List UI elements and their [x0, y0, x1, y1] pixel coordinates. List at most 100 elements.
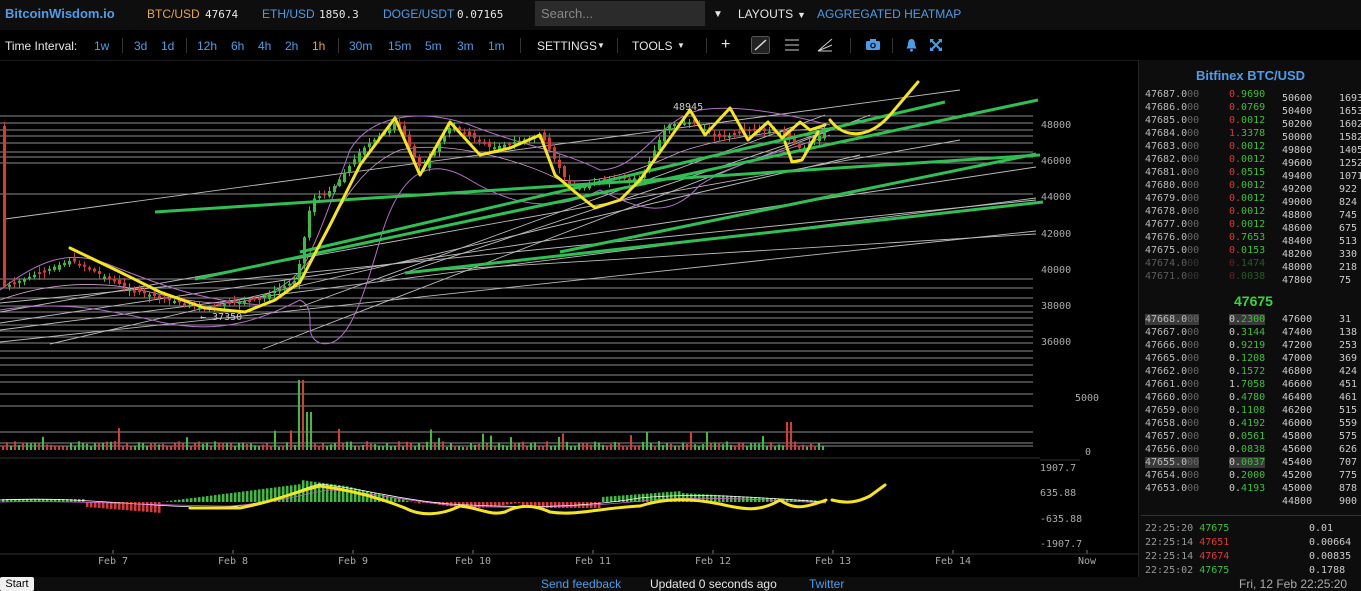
tools-menu[interactable]: TOOLS — [632, 39, 673, 53]
volume-bar — [126, 443, 128, 450]
camera-icon[interactable] — [865, 38, 881, 54]
layouts-menu[interactable]: LAYOUTS — [738, 7, 794, 21]
ticker-doge-pair[interactable]: DOGE/USDT — [383, 7, 455, 21]
volume-bar — [766, 445, 768, 450]
candle-body — [78, 263, 81, 266]
candle-body — [223, 304, 226, 307]
macd-bar — [790, 499, 793, 502]
start-button[interactable]: Start — [0, 577, 34, 591]
ask-amount: 0.0012 — [1229, 180, 1266, 191]
settings-menu[interactable]: SETTINGS — [537, 39, 598, 53]
candle-body — [403, 125, 406, 138]
ask-price: 47681.000 — [1145, 167, 1200, 178]
ask-price: 47680.000 — [1145, 180, 1200, 191]
volume-bar — [190, 446, 192, 450]
volume-bar — [746, 446, 748, 450]
bell-icon[interactable] — [905, 38, 918, 55]
fib-icon[interactable] — [785, 39, 799, 54]
crosshair-icon[interactable]: + — [721, 36, 731, 53]
volume-bar — [290, 430, 292, 450]
tools-dropdown-icon[interactable]: ▼ — [677, 41, 685, 50]
search-input[interactable] — [535, 1, 705, 26]
candle-body — [508, 143, 511, 146]
interval-15m[interactable]: 15m — [388, 39, 412, 53]
aggregated-heatmap-link[interactable]: AGGREGATED HEATMAP — [817, 7, 962, 21]
interval-12h[interactable]: 12h — [197, 39, 218, 53]
ask-price: 47671.000 — [1145, 271, 1200, 282]
macd-bar — [414, 502, 417, 503]
volume-bar — [234, 446, 236, 450]
volume-bar — [38, 442, 40, 450]
macd-bar — [250, 490, 253, 502]
send-feedback-link[interactable]: Send feedback — [541, 577, 622, 591]
volume-bar — [458, 445, 460, 450]
candle-body — [23, 278, 26, 282]
candle-body — [553, 147, 556, 159]
volume-bar — [806, 446, 808, 450]
volume-bar — [514, 442, 516, 450]
volume-bar — [430, 429, 432, 450]
search-dropdown-icon[interactable]: ▼ — [713, 9, 723, 20]
interval-3d[interactable]: 3d — [134, 39, 148, 53]
interval-30m[interactable]: 30m — [349, 39, 373, 53]
volume-bar — [42, 436, 44, 450]
volume-bar — [98, 442, 100, 450]
volume-bar — [810, 443, 812, 450]
volume-bar — [506, 445, 508, 450]
ask-depth-price: 50600 — [1282, 93, 1313, 104]
macd-bar — [30, 499, 33, 502]
gray-ray — [0, 197, 1037, 331]
volume-bar — [26, 442, 28, 450]
ticker-btc-pair[interactable]: BTC/USD — [147, 7, 200, 21]
volume-bar — [222, 442, 224, 450]
interval-2h[interactable]: 2h — [285, 39, 299, 53]
line-draw-icon[interactable] — [751, 36, 770, 57]
interval-1w[interactable]: 1w — [94, 39, 110, 53]
bid-amount: 0.1108 — [1229, 405, 1266, 416]
interval-5m[interactable]: 5m — [425, 39, 442, 53]
twitter-link[interactable]: Twitter — [809, 577, 845, 591]
candle-body — [723, 134, 726, 138]
high-annotation: 48945 — [673, 102, 703, 113]
volume-bar — [546, 441, 548, 450]
interval-3m[interactable]: 3m — [457, 39, 474, 53]
ask-price: 47683.000 — [1145, 141, 1200, 152]
volume-bar — [90, 446, 92, 450]
orderbook-title[interactable]: Bitfinex BTC/USD — [1195, 68, 1306, 83]
settings-dropdown-icon[interactable]: ▼ — [597, 41, 605, 50]
volume-bar — [450, 443, 452, 450]
bid-depth-price: 46400 — [1282, 392, 1313, 403]
layouts-dropdown-icon[interactable]: ▼ — [797, 10, 806, 20]
macd-bar — [550, 502, 553, 508]
interval-1m[interactable]: 1m — [488, 39, 505, 53]
price-chart[interactable]: 48000 46000 44000 42000 40000 38000 36000 5000 0… — [0, 60, 1138, 577]
interval-1d[interactable]: 1d — [161, 39, 175, 53]
ticker-eth-pair[interactable]: ETH/USD — [262, 7, 315, 21]
volume-bar — [86, 443, 88, 450]
volume-bar — [158, 444, 160, 450]
interval-6h[interactable]: 6h — [231, 39, 245, 53]
macd-bar — [394, 497, 397, 502]
updated-status: Updated 0 seconds ago — [650, 577, 777, 591]
ray-tool-icon[interactable] — [817, 38, 833, 55]
volume-bar — [494, 446, 496, 450]
candle-body — [463, 132, 466, 135]
trade-amount: 0.01 — [1309, 523, 1334, 534]
time-tick: Now — [1078, 556, 1097, 567]
candle-body — [313, 198, 316, 213]
volume-bar — [146, 446, 148, 450]
volume-bar — [434, 442, 436, 450]
macd-bar — [6, 499, 9, 502]
site-logo[interactable]: BitcoinWisdom.io — [5, 6, 115, 21]
interval-1h-active[interactable]: 1h — [312, 39, 326, 53]
volume-bar — [382, 446, 384, 450]
volume-bar — [34, 442, 36, 450]
interval-4h[interactable]: 4h — [258, 39, 272, 53]
trade-amount: 0.00835 — [1309, 551, 1352, 562]
fullscreen-icon[interactable] — [929, 38, 943, 55]
candle-body — [298, 264, 301, 284]
bid-price: 47654.000 — [1145, 470, 1200, 481]
volume-bar — [690, 431, 692, 450]
volume-bar — [266, 443, 268, 450]
volume-bar — [422, 444, 424, 450]
